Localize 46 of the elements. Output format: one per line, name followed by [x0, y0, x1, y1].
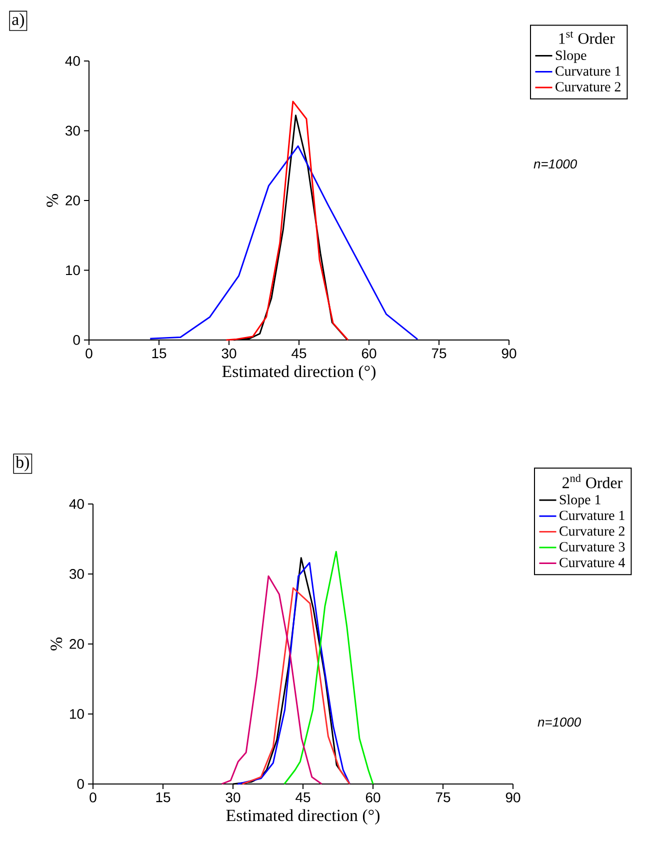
text: a) — [12, 13, 24, 29]
legend-label: Curvature 4 — [560, 558, 626, 568]
y-tick-label: 20 — [66, 196, 80, 206]
x-tick-label: 15 — [152, 348, 166, 358]
x-tick-label: 60 — [362, 348, 376, 358]
y-tick-label: 0 — [77, 779, 84, 789]
line-series — [149, 145, 418, 340]
y-tick-label: 10 — [66, 265, 80, 276]
line-series — [242, 587, 350, 785]
y-tick-label: 30 — [65, 126, 80, 136]
y-tick-label: 0 — [73, 335, 80, 345]
line-series — [221, 575, 322, 785]
legend-label: Curvature 1 — [556, 66, 620, 76]
y-tick-label: 40 — [65, 56, 80, 66]
text: n=1000 — [534, 159, 577, 169]
x-tick-label: 30 — [226, 792, 240, 802]
legend-label: Curvature 2 — [560, 526, 624, 536]
x-tick-label: 60 — [366, 792, 380, 802]
x-axis-title: Estimated direction (°) — [226, 809, 380, 825]
y-axis-title: % — [50, 638, 62, 650]
x-axis-title: Estimated direction (°) — [222, 365, 376, 381]
x-tick-label: 75 — [436, 792, 450, 802]
legend-label: Slope — [556, 50, 586, 63]
text: n=1000 — [538, 718, 581, 727]
text: b) — [16, 456, 29, 472]
legend-label: Slope 1 — [560, 494, 600, 508]
legend-title: 2$^{nd}$ Order — [562, 474, 622, 488]
x-tick-label: 45 — [292, 348, 306, 358]
legend-label: Curvature 2 — [556, 82, 620, 92]
legend-label: Curvature 3 — [560, 542, 625, 552]
x-tick-label: 90 — [502, 348, 516, 358]
x-tick-label: 30 — [222, 348, 236, 358]
x-tick-label: 90 — [506, 792, 520, 802]
legend-label: Curvature 1 — [560, 510, 624, 520]
y-tick-label: 20 — [70, 639, 84, 649]
x-tick-label: 0 — [90, 792, 96, 802]
x-tick-label: 75 — [432, 348, 446, 358]
x-tick-label: 0 — [86, 348, 92, 358]
line-series — [284, 550, 374, 785]
x-tick-label: 45 — [296, 792, 310, 802]
y-tick-label: 10 — [70, 709, 84, 719]
y-tick-label: 40 — [69, 499, 84, 509]
legend-title: 1$^{st}$ Order — [559, 31, 615, 44]
x-tick-label: 15 — [156, 792, 170, 802]
y-tick-label: 30 — [70, 569, 84, 579]
y-axis-title: % — [46, 194, 58, 207]
